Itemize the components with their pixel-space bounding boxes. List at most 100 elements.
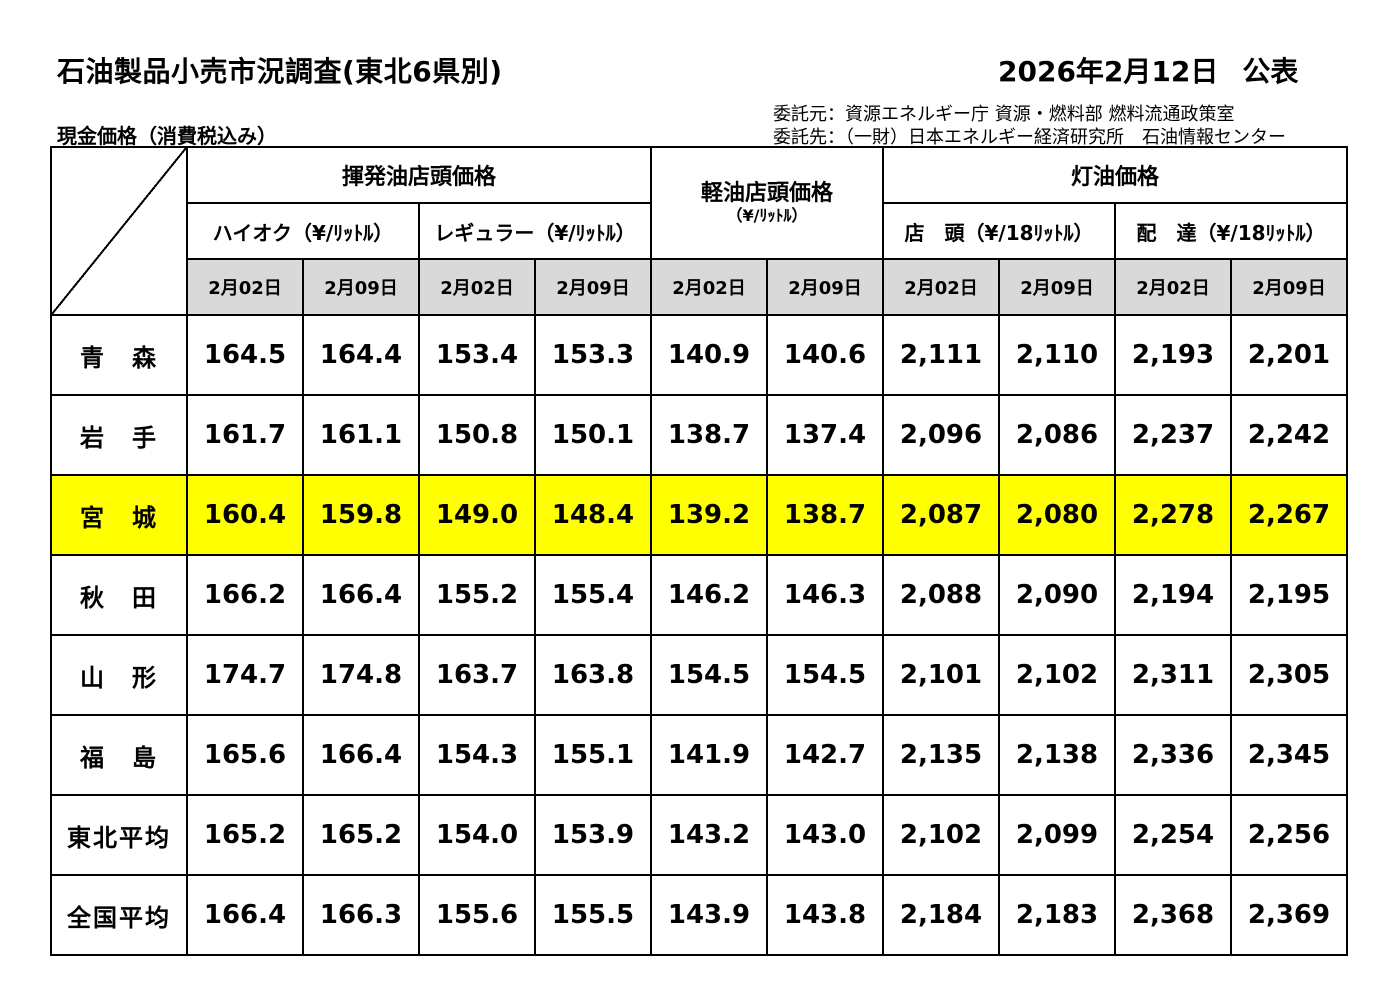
price-cell: 165.2 [186,794,304,876]
price-cell: 139.2 [650,474,768,556]
price-cell: 150.8 [418,394,536,476]
price-cell: 154.3 [418,714,536,796]
price-cell: 2,184 [882,874,1000,956]
price-cell: 2,345 [1230,714,1348,796]
price-cell: 155.4 [534,554,652,636]
price-cell: 166.2 [186,554,304,636]
row-label: 福 島 [50,714,188,796]
price-cell: 150.1 [534,394,652,476]
price-cell: 153.9 [534,794,652,876]
date-header-cell: 2月09日 [534,258,652,316]
price-table: 揮発油店頭価格 軽油店頭価格 （¥/ﾘｯﾄﾙ） 灯油価格 ハイオク（¥/ﾘｯﾄﾙ… [50,146,1348,956]
price-cell: 153.3 [534,314,652,396]
price-cell: 146.3 [766,554,884,636]
price-cell: 143.2 [650,794,768,876]
price-cell: 161.1 [302,394,420,476]
price-cell: 2,111 [882,314,1000,396]
price-cell: 154.0 [418,794,536,876]
row-label: 東北平均 [50,794,188,876]
price-cell: 155.6 [418,874,536,956]
price-cell: 141.9 [650,714,768,796]
price-cell: 143.8 [766,874,884,956]
price-cell: 142.7 [766,714,884,796]
table-row: 福 島 165.6 166.4 154.3 155.1 141.9 142.7 2,135 2,… [50,714,1348,796]
date-header-cell: 2月09日 [998,258,1116,316]
date-header-cell: 2月02日 [650,258,768,316]
price-cell: 174.7 [186,634,304,716]
price-cell: 2,086 [998,394,1116,476]
price-cell: 2,256 [1230,794,1348,876]
date-header-cell: 2月09日 [302,258,420,316]
price-cell: 163.7 [418,634,536,716]
price-cell: 2,193 [1114,314,1232,396]
price-cell: 166.4 [186,874,304,956]
price-cell: 2,099 [998,794,1116,876]
regular-header: レギュラー（¥/ﾘｯﾄﾙ） [418,202,652,260]
price-cell: 165.2 [302,794,420,876]
price-cell: 2,195 [1230,554,1348,636]
diesel-unit: （¥/ﾘｯﾄﾙ） [726,206,808,225]
row-label: 秋 田 [50,554,188,636]
row-label: 岩 手 [50,394,188,476]
diesel-label: 軽油店頭価格 [700,181,833,206]
row-label: 山 形 [50,634,188,716]
publication-date: 2026年2月12日 公表 [998,50,1298,90]
kerosene-store-header: 店 頭（¥/18ﾘｯﾄﾙ） [882,202,1116,260]
price-cell: 2,369 [1230,874,1348,956]
price-cell: 2,194 [1114,554,1232,636]
price-cell: 2,242 [1230,394,1348,476]
price-cell: 148.4 [534,474,652,556]
price-cell: 2,101 [882,634,1000,716]
price-cell: 164.5 [186,314,304,396]
price-cell: 2,135 [882,714,1000,796]
price-cell: 2,087 [882,474,1000,556]
price-cell: 154.5 [650,634,768,716]
price-cell: 166.4 [302,714,420,796]
price-cell: 138.7 [650,394,768,476]
price-cell: 164.4 [302,314,420,396]
price-cell: 155.2 [418,554,536,636]
price-cell: 2,110 [998,314,1116,396]
price-cell: 2,254 [1114,794,1232,876]
price-cell: 166.3 [302,874,420,956]
price-cell: 143.0 [766,794,884,876]
row-label: 全国平均 [50,874,188,956]
price-cell: 161.7 [186,394,304,476]
price-cell: 155.1 [534,714,652,796]
date-header-cell: 2月02日 [418,258,536,316]
price-cell: 138.7 [766,474,884,556]
price-cell: 2,138 [998,714,1116,796]
price-cell: 159.8 [302,474,420,556]
kerosene-delivery-header: 配 達（¥/18ﾘｯﾄﾙ） [1114,202,1348,260]
high-octane-header: ハイオク（¥/ﾘｯﾄﾙ） [186,202,420,260]
price-cell: 2,201 [1230,314,1348,396]
contractor-line: 委託先：（一財）日本エネルギー経済研究所 石油情報センター [773,127,1286,148]
price-cell: 166.4 [302,554,420,636]
price-cell: 137.4 [766,394,884,476]
price-cell: 163.8 [534,634,652,716]
date-header-cell: 2月02日 [186,258,304,316]
price-cell: 2,237 [1114,394,1232,476]
gasoline-group-header: 揮発油店頭価格 [186,146,652,204]
price-cell: 146.2 [650,554,768,636]
price-cell: 2,183 [998,874,1116,956]
page-title: 石油製品小売市況調査(東北6県別) [57,55,503,88]
price-cell: 2,368 [1114,874,1232,956]
date-text: 2026年2月12日 [998,55,1219,88]
price-cell: 2,096 [882,394,1000,476]
date-header-cell: 2月02日 [1114,258,1232,316]
date-header-cell: 2月02日 [882,258,1000,316]
price-cell: 140.6 [766,314,884,396]
table-row: 秋 田 166.2 166.4 155.2 155.4 146.2 146.3 2,088 2,… [50,554,1348,636]
price-cell: 160.4 [186,474,304,556]
row-label: 青 森 [50,314,188,396]
price-cell: 2,102 [998,634,1116,716]
table-row: 東北平均 165.2 165.2 154.0 153.9 143.2 143.0 2,102 2… [50,794,1348,876]
price-cell: 2,267 [1230,474,1348,556]
price-cell: 2,336 [1114,714,1232,796]
client-line: 委託元：資源エネルギー庁 資源・燃料部 燃料流通政策室 [773,104,1235,125]
price-cell: 2,311 [1114,634,1232,716]
price-cell: 2,080 [998,474,1116,556]
diesel-group-header: 軽油店頭価格 （¥/ﾘｯﾄﾙ） [650,146,884,260]
price-cell: 149.0 [418,474,536,556]
